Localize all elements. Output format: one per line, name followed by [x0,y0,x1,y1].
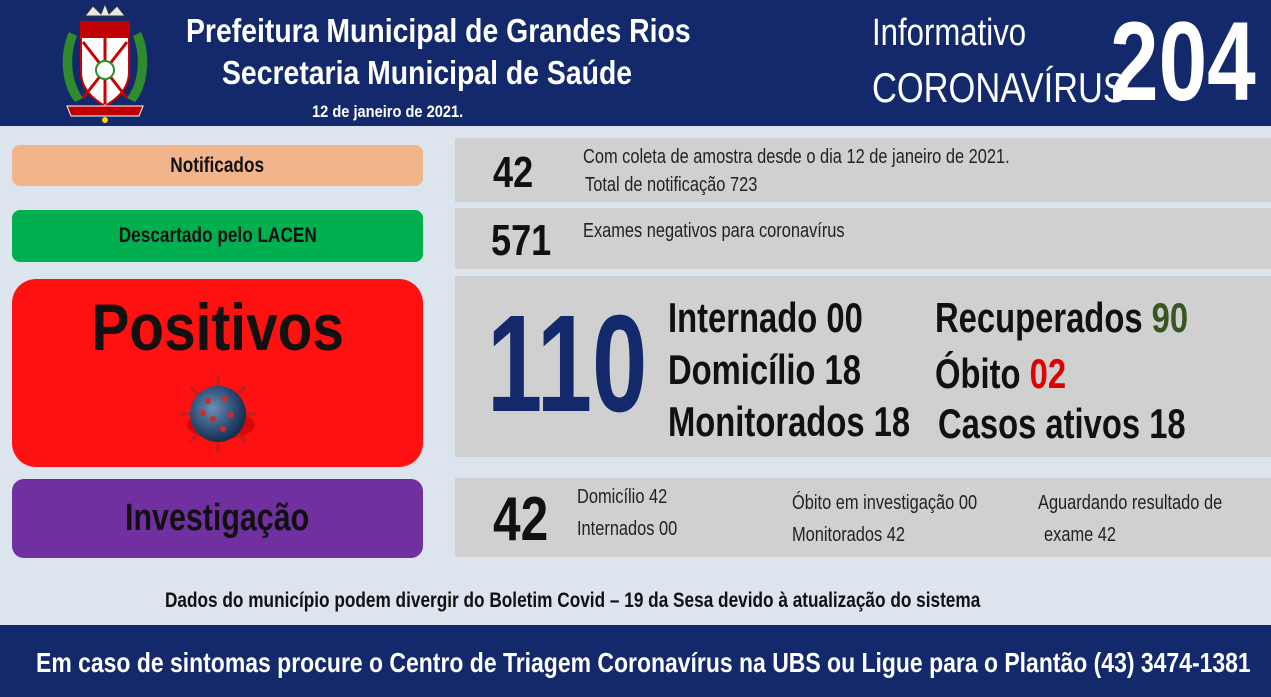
positivos-domicilio: Domicílio 18 [668,346,861,393]
obito-label: Óbito [935,350,1021,397]
recuperados-label: Recuperados [935,294,1143,341]
header-title-municipality: Prefeitura Municipal de Grandes Rios [186,12,691,49]
positivos-monitorados: Monitorados 18 [668,398,911,445]
coat-of-arms-icon [62,2,148,123]
header-informativo: Informativo [872,12,1027,54]
header-coronavirus: CORONAVÍRUS [872,64,1126,111]
positivos-internado: Internado 00 [668,294,863,341]
descartado-label: Descartado pelo LACEN [118,224,317,247]
casos-ativos: Casos ativos 18 [938,400,1186,447]
footer-contact-text: Em caso de sintomas procure o Centro de … [36,647,1251,678]
investigacao-domicilio: Domicílio 42 [577,486,668,508]
notificados-detail-1: Com coleta de amostra desde o dia 12 de … [583,146,1010,168]
positivos-panel: 110 Internado 00 Domicílio 18 Monitorado… [455,276,1271,457]
investigacao-value: 42 [493,485,549,554]
positivos-label: Positivos [91,290,344,364]
investigacao-obito: Óbito em investigação 00 [792,492,978,514]
header-date: 12 de janeiro de 2021. [312,102,464,121]
header-banner: Prefeitura Municipal de Grandes Rios Sec… [0,0,1271,126]
notificados-label-box: Notificados [12,145,423,186]
positivos-value: 110 [487,287,648,441]
descartado-label-box: Descartado pelo LACEN [12,210,423,262]
disclaimer-note: Dados do município podem divergir do Bol… [165,589,981,612]
positivos-label-box: Positivos [12,279,423,467]
header-title-secretariat: Secretaria Municipal de Saúde [222,54,633,91]
investigacao-aguardando-1: Aguardando resultado de [1038,492,1223,514]
investigacao-panel: 42 Domicílio 42 Internados 00 Óbito em i… [455,478,1271,557]
notificados-panel: 42 Com coleta de amostra desde o dia 12 … [455,138,1271,202]
notificados-label: Notificados [170,153,265,177]
descartado-panel: 571 Exames negativos para coronavírus [455,208,1271,269]
investigacao-aguardando-2: exame 42 [1044,524,1117,546]
footer-banner: Em caso de sintomas procure o Centro de … [0,625,1271,697]
investigacao-label-box: Investigação [12,479,423,558]
investigacao-label: Investigação [125,497,310,539]
virus-icon [179,375,256,453]
investigacao-monitorados: Monitorados 42 [792,524,906,546]
descartado-value: 571 [491,216,552,265]
notificados-detail-2: Total de notificação 723 [585,174,758,196]
obito-value: 02 [1029,350,1067,397]
recuperados-value: 90 [1151,294,1189,341]
notificados-value: 42 [493,148,534,197]
descartado-detail: Exames negativos para coronavírus [583,220,845,242]
investigacao-internados: Internados 00 [577,518,678,540]
bulletin-number: 204 [1110,0,1256,124]
